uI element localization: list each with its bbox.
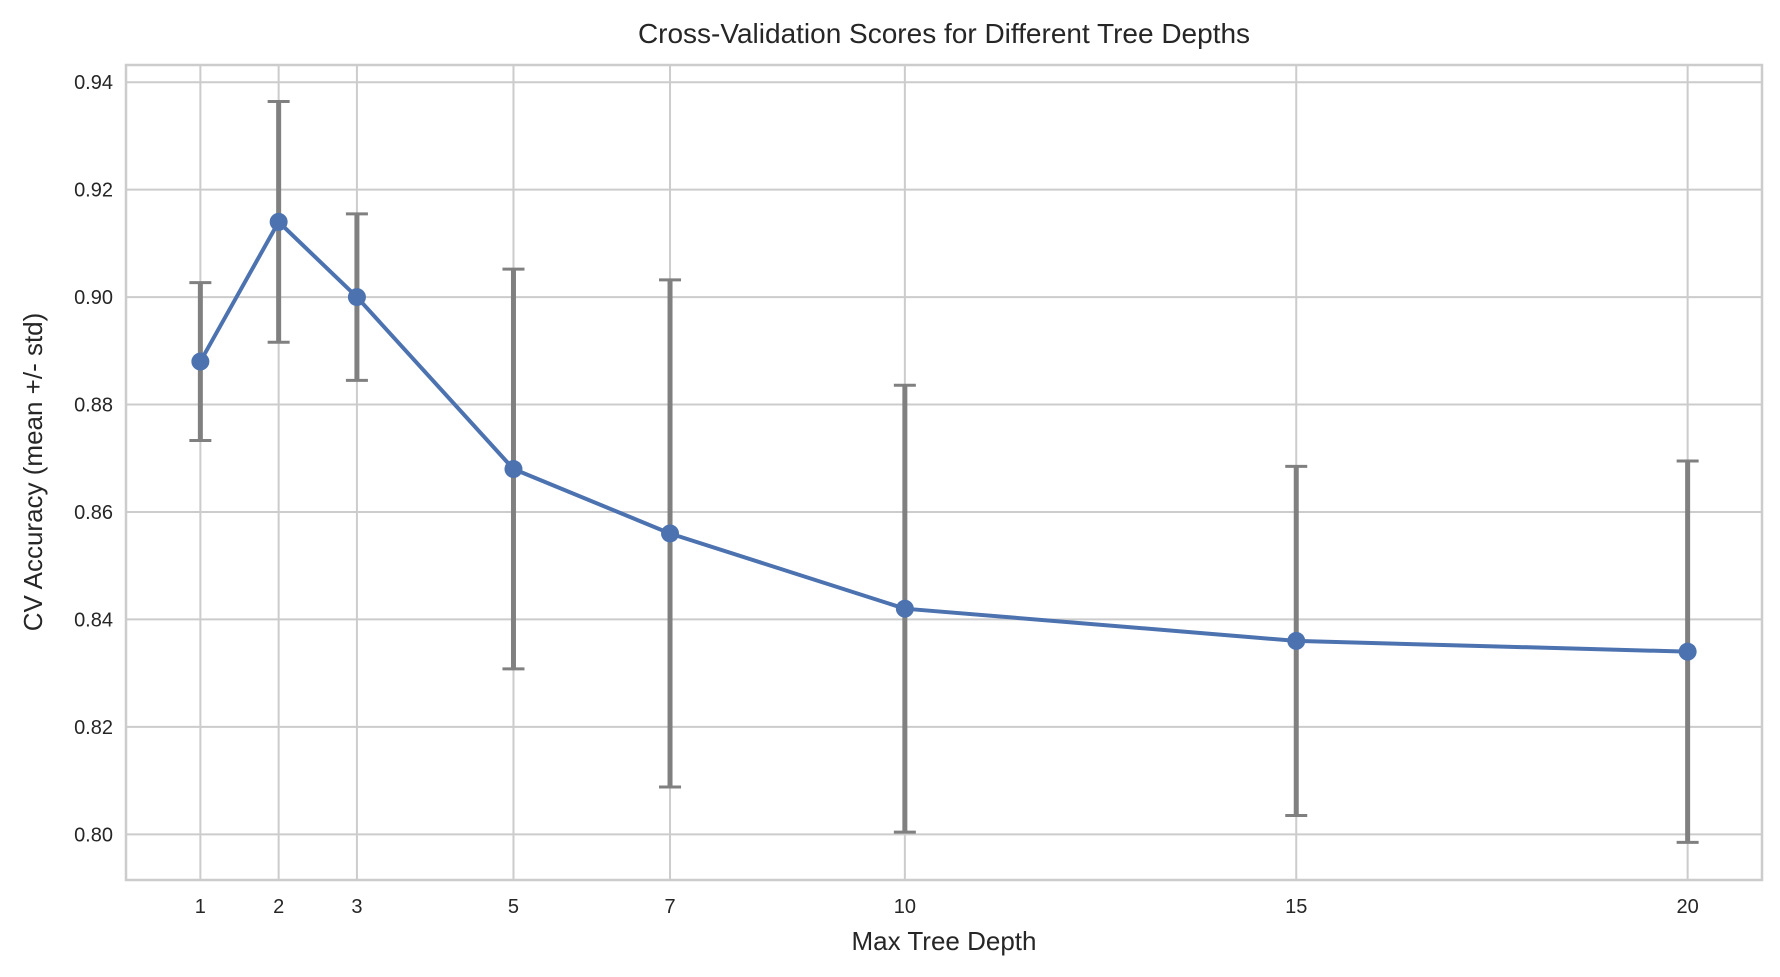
y-axis-ticks: 0.80 0.82 0.84 0.86 0.88 0.90 0.92 0.94 [74,72,113,846]
data-point [504,460,523,479]
x-axis-label: Max Tree Depth [852,926,1037,956]
series-line-layer [198,219,1688,654]
data-point [269,212,288,231]
y-axis-label: CV Accuracy (mean +/- std) [18,313,48,632]
chart-title: Cross-Validation Scores for Different Tr… [638,18,1250,49]
data-point [1287,631,1306,650]
x-tick-label: 10 [894,896,916,918]
x-tick-label: 15 [1285,896,1307,918]
data-point [347,288,366,307]
data-point [661,524,680,543]
x-tick-label: 1 [195,896,206,918]
y-tick-label: 0.90 [74,287,113,309]
x-tick-label: 3 [351,896,362,918]
y-tick-label: 0.92 [74,180,113,202]
data-point [191,352,210,371]
y-tick-label: 0.84 [74,609,113,631]
y-tick-label: 0.94 [74,72,113,94]
x-tick-label: 20 [1677,896,1699,918]
x-axis-ticks: 1 2 3 5 7 10 15 20 [195,896,1699,918]
x-tick-label: 7 [664,896,675,918]
data-point [895,599,914,618]
y-tick-label: 0.82 [74,717,113,739]
y-tick-label: 0.80 [74,824,113,846]
x-tick-label: 2 [273,896,284,918]
markers [191,212,1697,661]
x-tick-label: 5 [508,896,519,918]
y-tick-label: 0.86 [74,502,113,524]
y-tick-label: 0.88 [74,395,113,417]
plot-area-frame [124,63,1764,882]
data-point [1678,642,1697,661]
series-line [198,219,1688,654]
